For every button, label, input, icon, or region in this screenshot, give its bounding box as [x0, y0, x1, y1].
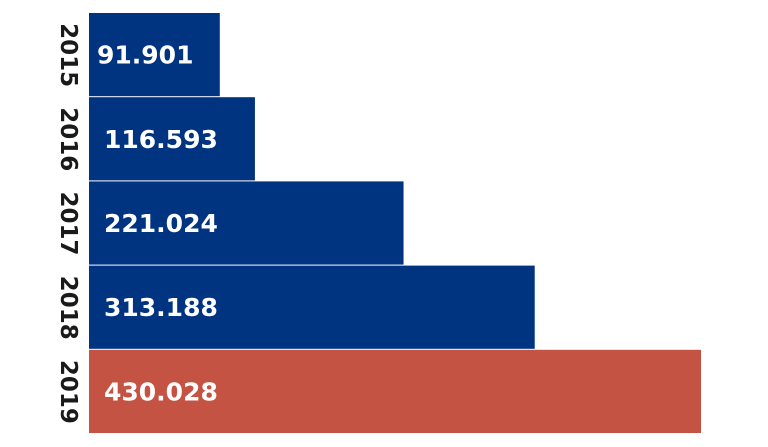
category-label-2015: 2015	[55, 23, 81, 87]
category-label-2017: 2017	[55, 191, 81, 255]
bar-2016	[89, 97, 255, 181]
bar-2017	[89, 181, 404, 265]
bar-value-label-2018: 313.188	[104, 293, 218, 322]
bar-2015	[89, 13, 220, 97]
bar-value-label-2017: 221.024	[104, 209, 218, 238]
bar-2019	[89, 349, 701, 433]
bar-value-label-2019: 430.028	[104, 377, 218, 406]
category-label-2019: 2019	[55, 360, 81, 424]
bar-2018	[89, 265, 535, 349]
bar-value-label-2015: 91.901	[97, 41, 193, 70]
category-label-2018: 2018	[55, 276, 81, 340]
category-label-2016: 2016	[55, 107, 81, 171]
bar-value-label-2016: 116.593	[104, 125, 218, 154]
